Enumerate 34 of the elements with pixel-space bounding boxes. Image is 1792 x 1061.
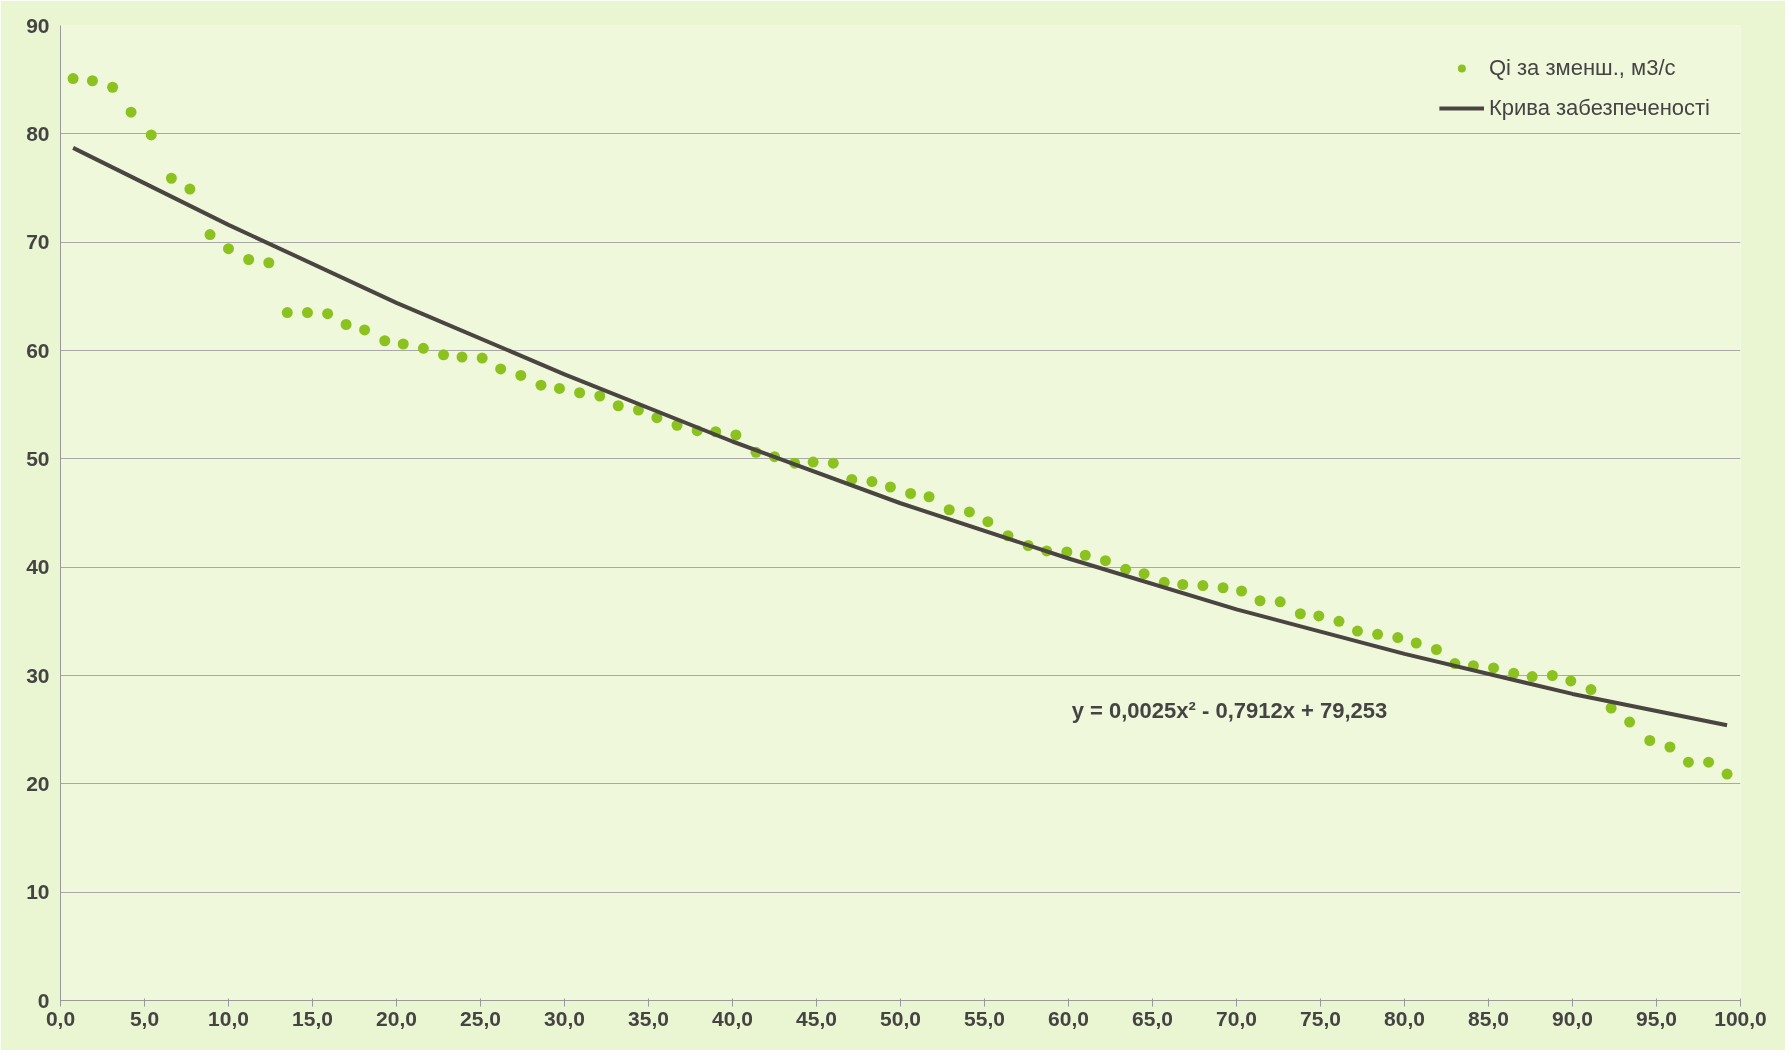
y-tick-label: 50 (26, 446, 50, 470)
x-tick-label: 80,0 (1384, 1006, 1425, 1030)
x-tick-label: 50,0 (880, 1006, 921, 1030)
legend-label: Qi за зменш., м3/с (1488, 55, 1676, 81)
y-tick-label: 90 (26, 13, 50, 37)
x-tick-label: 10,0 (208, 1006, 249, 1030)
x-tick-label: 75,0 (1300, 1006, 1341, 1030)
y-tick-label: 40 (26, 555, 50, 579)
y-tick-label: 10 (26, 880, 50, 904)
y-tick-label: 20 (26, 771, 50, 795)
y-tick-label: 60 (26, 338, 50, 362)
x-tick-label: 45,0 (796, 1006, 837, 1030)
x-tick-label: 35,0 (628, 1006, 669, 1030)
x-tick-label: 5,0 (129, 1006, 160, 1030)
x-tick-label: 55,0 (964, 1006, 1005, 1030)
x-tick-label: 85,0 (1468, 1006, 1509, 1030)
y-tick-label: 80 (26, 121, 50, 145)
x-tick-label: 25,0 (460, 1006, 501, 1030)
x-tick-label: 15,0 (292, 1006, 333, 1030)
annotation: y = 0,0025x² - 0,7912x + 79,253 (1071, 698, 1388, 723)
x-tick-label: 65,0 (1132, 1006, 1173, 1030)
x-tick-label: 90,0 (1552, 1006, 1593, 1030)
x-tick-label: 70,0 (1216, 1006, 1257, 1030)
legend-label: Крива забезпеченості (1488, 95, 1710, 121)
x-tick-label: 30,0 (544, 1006, 585, 1030)
x-tick-label: 60,0 (1048, 1006, 1089, 1030)
x-tick-label: 100,0 (1714, 1006, 1767, 1030)
x-tick-label: 20,0 (376, 1006, 417, 1030)
x-tick-label: 95,0 (1636, 1006, 1677, 1030)
x-tick-label: 40,0 (712, 1006, 753, 1030)
y-tick-label: 30 (26, 663, 50, 687)
y-tick-label: 70 (26, 230, 50, 254)
line-series (71, 145, 1730, 728)
y-tick-label: 0 (37, 988, 50, 1012)
